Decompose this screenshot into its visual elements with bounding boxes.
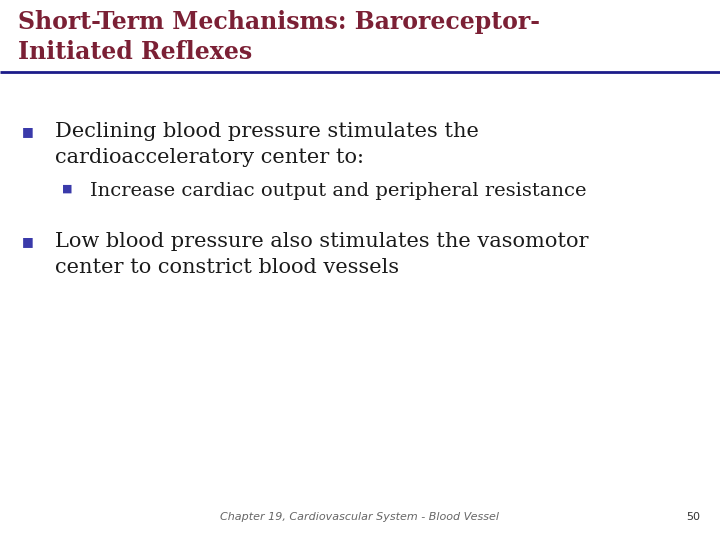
Text: Chapter 19, Cardiovascular System - Blood Vessel: Chapter 19, Cardiovascular System - Bloo… [220,512,500,522]
Text: 50: 50 [686,512,700,522]
Text: Short-Term Mechanisms: Baroreceptor-: Short-Term Mechanisms: Baroreceptor- [18,10,540,34]
Text: cardioacceleratory center to:: cardioacceleratory center to: [55,148,364,167]
Text: ■: ■ [22,125,34,138]
Text: Increase cardiac output and peripheral resistance: Increase cardiac output and peripheral r… [90,182,587,200]
Text: ■: ■ [62,184,73,194]
Text: Initiated Reflexes: Initiated Reflexes [18,40,252,64]
Text: center to constrict blood vessels: center to constrict blood vessels [55,258,399,277]
Text: ■: ■ [22,235,34,248]
Text: Declining blood pressure stimulates the: Declining blood pressure stimulates the [55,122,479,141]
Text: Low blood pressure also stimulates the vasomotor: Low blood pressure also stimulates the v… [55,232,588,251]
